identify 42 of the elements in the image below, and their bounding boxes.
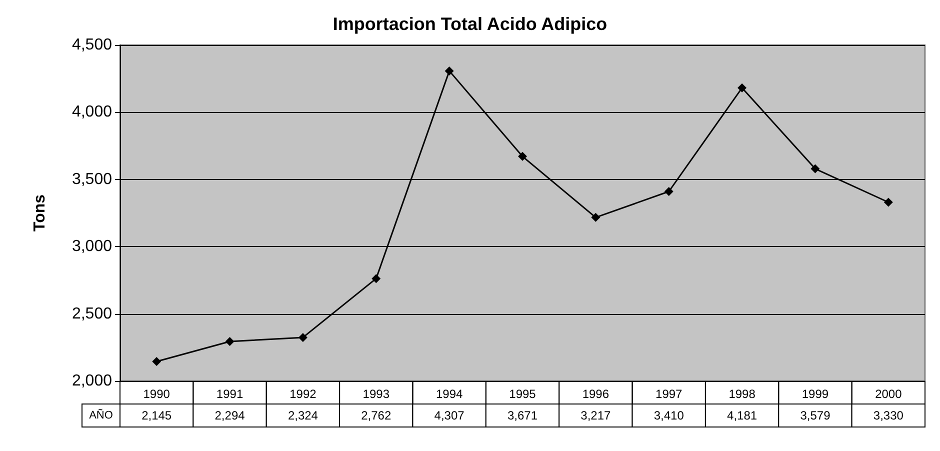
x-tick-label: 1996 [582, 387, 610, 401]
point [591, 212, 600, 222]
x-tick-label: 1999 [802, 387, 829, 401]
data-label: 3,579 [800, 408, 831, 422]
x-tick-label: 2000 [875, 387, 902, 401]
data-label: 2,145 [142, 408, 172, 422]
data-label: 2,324 [288, 408, 318, 422]
text: AÑO [89, 408, 114, 422]
data-label: 3,217 [580, 408, 612, 422]
x-tick-label: 1992 [290, 387, 317, 401]
data-label: 3,671 [507, 408, 538, 422]
data-label: 3,410 [654, 408, 684, 422]
point [810, 164, 820, 174]
x-tick-label: 1993 [362, 387, 390, 401]
x-tick-label: 1990 [143, 387, 170, 401]
x-tick-label: 1995 [509, 387, 536, 401]
data-label: 4,307 [434, 408, 465, 422]
point [298, 332, 308, 342]
point [152, 357, 162, 366]
y-tick-label: 2,000 [72, 372, 112, 390]
y-tick-label: 2,500 [72, 305, 112, 322]
x-tick-label: 1991 [216, 387, 244, 401]
data-label: 2,294 [214, 408, 246, 422]
point [884, 198, 893, 207]
x-tick-label: 1997 [656, 387, 683, 401]
y-axis-title: Tons [32, 194, 48, 232]
point [738, 83, 747, 92]
point [664, 186, 674, 196]
point [372, 274, 381, 284]
y-tick-label: 3,000 [72, 238, 112, 256]
x-tick-label: 1998 [728, 387, 756, 401]
point [518, 152, 527, 161]
x-tick-label: 1994 [436, 387, 463, 401]
data-label: 3,330 [873, 408, 904, 422]
point [444, 66, 454, 76]
data-label: 4,181 [727, 408, 758, 422]
y-tick-label: 4,000 [72, 104, 112, 121]
data-label: 2,762 [361, 408, 392, 422]
point [225, 336, 234, 346]
y-tick-label: 3,500 [72, 170, 112, 188]
y-tick-label: 4,500 [72, 36, 112, 54]
chart-title: Importacion Total Acido Adipico [332, 14, 608, 34]
